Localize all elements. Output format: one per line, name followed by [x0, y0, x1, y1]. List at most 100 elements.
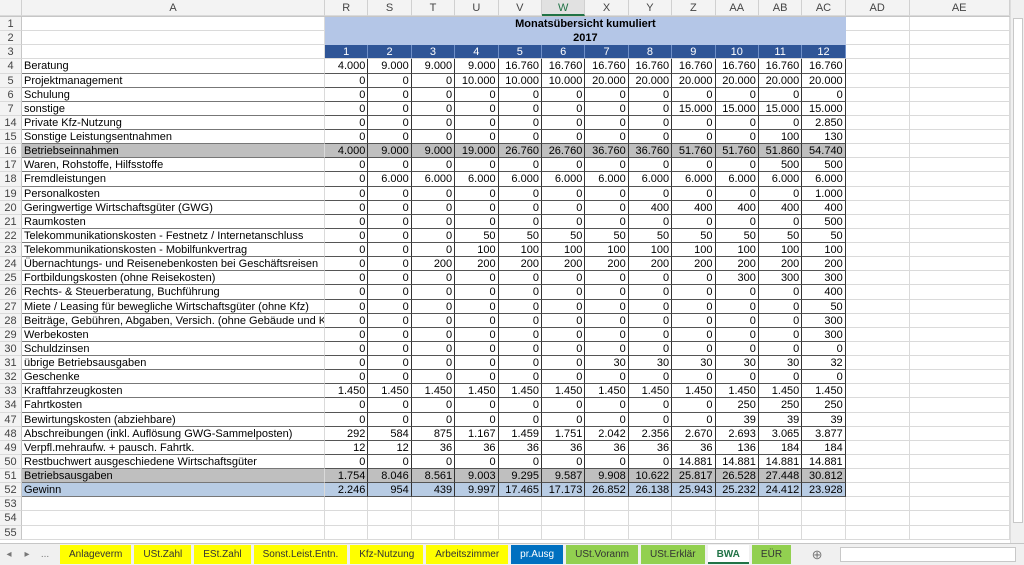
value-cell[interactable]: 10.000 [498, 73, 542, 88]
value-cell[interactable]: 36 [628, 440, 673, 455]
value-cell[interactable]: 0 [802, 370, 846, 385]
row-label[interactable]: sonstige [22, 101, 325, 116]
value-cell[interactable]: 16.760 [672, 59, 716, 74]
value-cell[interactable]: 0 [758, 370, 803, 385]
value-cell[interactable]: 0 [628, 271, 673, 286]
value-cell[interactable]: 2.670 [672, 426, 716, 441]
cell[interactable] [845, 158, 910, 173]
column-header-W[interactable]: W [541, 0, 586, 16]
value-cell[interactable]: 1.167 [455, 426, 499, 441]
value-cell[interactable]: 16.760 [628, 59, 673, 74]
value-cell[interactable]: 875 [411, 426, 456, 441]
cell[interactable] [909, 73, 1010, 88]
value-cell[interactable]: 16.760 [541, 59, 586, 74]
value-cell[interactable]: 0 [758, 299, 803, 314]
cell[interactable] [802, 525, 846, 540]
value-cell[interactable]: 0 [541, 398, 586, 413]
value-cell[interactable]: 0 [411, 130, 456, 145]
value-cell[interactable]: 10.000 [541, 73, 586, 88]
value-cell[interactable]: 0 [541, 87, 586, 102]
spreadsheet-grid[interactable]: A R S T U V W X Y Z AA AB AC AD AE 1 Monatsübersicht kum… [0, 0, 1010, 543]
value-cell[interactable]: 16.760 [802, 59, 846, 74]
cell[interactable] [909, 158, 1010, 173]
value-cell[interactable]: 0 [411, 158, 456, 173]
row-number[interactable]: 24 [0, 257, 22, 272]
cell[interactable] [845, 483, 910, 498]
value-cell[interactable]: 100 [541, 243, 586, 258]
value-cell[interactable]: 0 [368, 299, 412, 314]
cell[interactable] [845, 214, 910, 229]
cell[interactable] [455, 511, 499, 526]
value-cell[interactable]: 2.356 [628, 426, 673, 441]
value-cell[interactable]: 9.000 [455, 59, 499, 74]
value-cell[interactable]: 250 [802, 398, 846, 413]
value-cell[interactable]: 8.561 [411, 469, 456, 484]
value-cell[interactable]: 439 [411, 483, 456, 498]
value-cell[interactable]: 20.000 [672, 73, 716, 88]
value-cell[interactable]: 8.046 [368, 469, 412, 484]
value-cell[interactable]: 0 [325, 186, 369, 201]
cell[interactable] [845, 45, 910, 60]
value-cell[interactable]: 3.065 [758, 426, 803, 441]
value-cell[interactable]: 12 [368, 440, 412, 455]
value-cell[interactable]: 0 [585, 158, 629, 173]
value-cell[interactable]: 0 [541, 454, 586, 469]
sheet-tab[interactable]: USt.Voranm [566, 545, 639, 564]
value-cell[interactable]: 0 [325, 243, 369, 258]
cell[interactable] [845, 59, 910, 74]
row-label[interactable]: Restbuchwert ausgeschiedene Wirtschaftsg… [22, 454, 325, 469]
sheet-tab[interactable]: ESt.Zahl [194, 545, 251, 564]
cell[interactable] [802, 511, 846, 526]
cell[interactable] [909, 525, 1010, 540]
value-cell[interactable]: 0 [498, 341, 542, 356]
cell[interactable] [715, 511, 759, 526]
row-number[interactable]: 30 [0, 341, 22, 356]
value-cell[interactable]: 1.450 [411, 384, 456, 399]
cell[interactable] [758, 525, 803, 540]
value-cell[interactable]: 17.173 [541, 483, 586, 498]
value-cell[interactable]: 0 [411, 73, 456, 88]
value-cell[interactable]: 9.000 [411, 59, 456, 74]
value-cell[interactable]: 1.000 [802, 186, 846, 201]
value-cell[interactable]: 100 [585, 243, 629, 258]
value-cell[interactable]: 0 [325, 158, 369, 173]
value-cell[interactable]: 0 [368, 412, 412, 427]
value-cell[interactable]: 0 [541, 299, 586, 314]
value-cell[interactable]: 250 [715, 398, 759, 413]
row-number[interactable]: 5 [0, 73, 22, 88]
value-cell[interactable]: 0 [498, 398, 542, 413]
value-cell[interactable]: 0 [672, 299, 716, 314]
value-cell[interactable]: 0 [628, 115, 673, 130]
value-cell[interactable]: 0 [455, 115, 499, 130]
column-header-Z[interactable]: Z [672, 0, 716, 16]
row-number[interactable]: 55 [0, 525, 22, 540]
value-cell[interactable]: 400 [802, 200, 846, 215]
cell[interactable] [909, 511, 1010, 526]
column-header-U[interactable]: U [455, 0, 499, 16]
value-cell[interactable]: 0 [498, 327, 542, 342]
cell[interactable] [845, 398, 910, 413]
cell[interactable] [845, 454, 910, 469]
cell[interactable] [672, 525, 716, 540]
row-label[interactable]: Fortbildungskosten (ohne Reisekosten) [22, 271, 325, 286]
row-label[interactable]: Raumkosten [22, 214, 325, 229]
horizontal-scrollbar[interactable] [840, 547, 1016, 562]
value-cell[interactable]: 50 [802, 299, 846, 314]
value-cell[interactable]: 0 [498, 370, 542, 385]
value-cell[interactable]: 10.000 [455, 73, 499, 88]
value-cell[interactable]: 50 [585, 228, 629, 243]
cell[interactable] [845, 271, 910, 286]
value-cell[interactable]: 0 [455, 370, 499, 385]
value-cell[interactable]: 0 [715, 370, 759, 385]
value-cell[interactable]: 0 [628, 158, 673, 173]
value-cell[interactable]: 0 [498, 130, 542, 145]
value-cell[interactable]: 0 [628, 412, 673, 427]
value-cell[interactable]: 0 [672, 398, 716, 413]
value-cell[interactable]: 0 [368, 454, 412, 469]
value-cell[interactable]: 0 [411, 398, 456, 413]
value-cell[interactable]: 0 [628, 454, 673, 469]
value-cell[interactable]: 15.000 [758, 101, 803, 116]
value-cell[interactable]: 0 [672, 285, 716, 300]
value-cell[interactable]: 4.000 [325, 144, 369, 159]
value-cell[interactable]: 0 [368, 228, 412, 243]
